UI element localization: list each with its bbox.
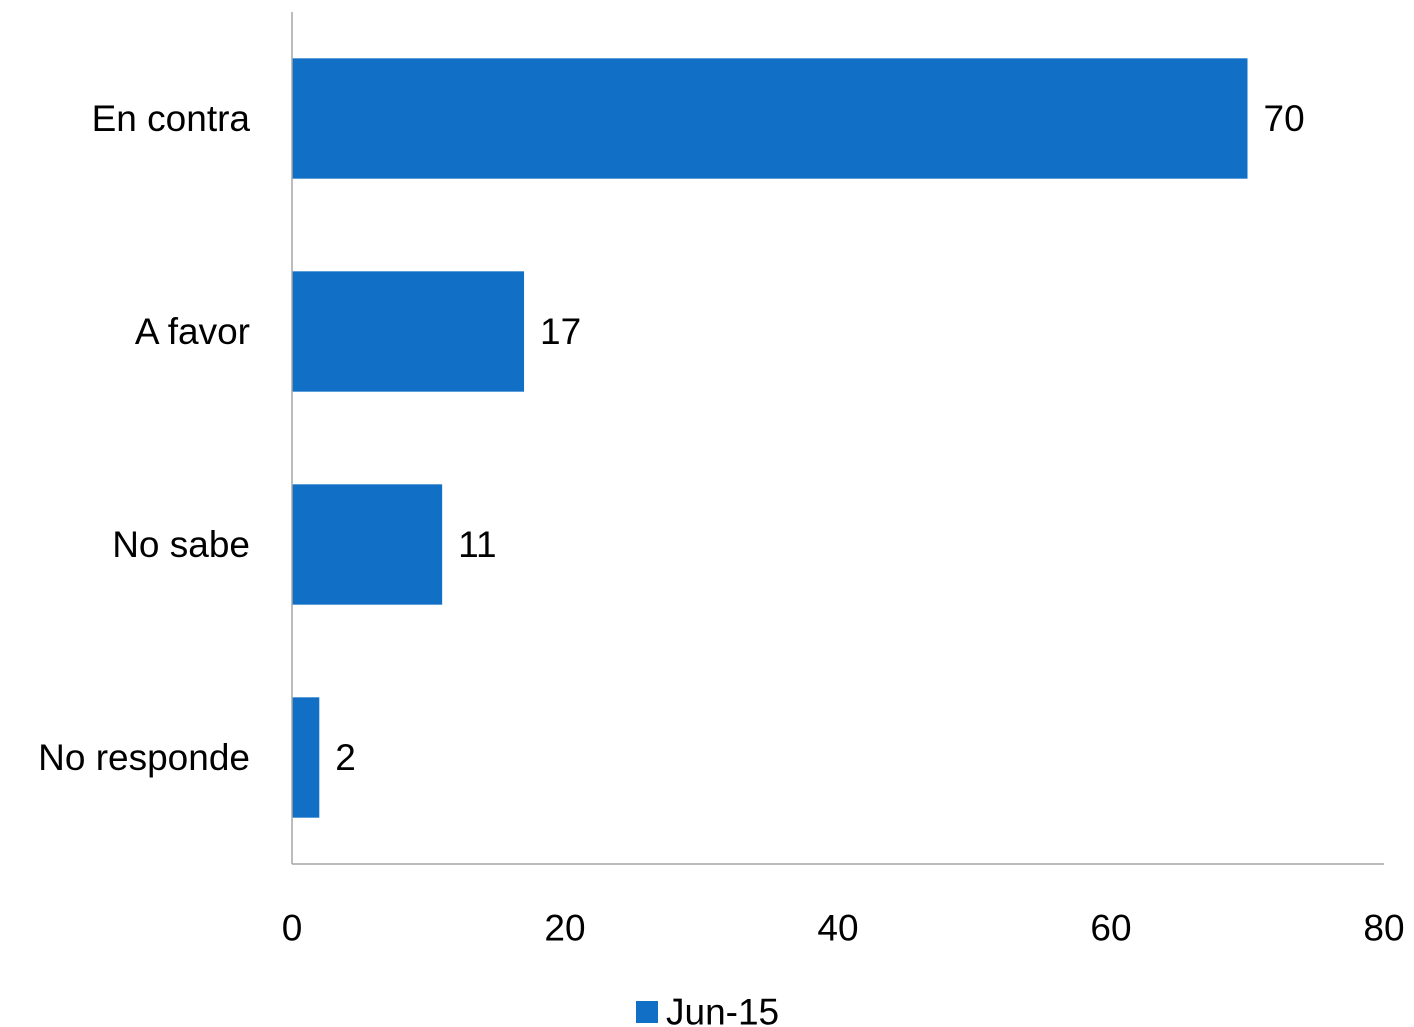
category-label-no-sabe: No sabe: [112, 524, 250, 565]
x-tick-label-20: 20: [544, 908, 585, 949]
category-label-en-contra: En contra: [92, 98, 251, 139]
x-tick-labels: 0 20 40 60 80: [282, 908, 1405, 949]
bar-en-contra: [292, 58, 1248, 179]
category-labels: En contra A favor No sabe No responde: [38, 98, 250, 778]
x-tick-label-40: 40: [817, 908, 858, 949]
data-label-en-contra: 70: [1264, 98, 1305, 139]
legend-swatch-jun-15: [636, 1001, 658, 1023]
category-label-no-responde: No responde: [38, 737, 250, 778]
category-label-a-favor: A favor: [135, 311, 250, 352]
x-tick-label-80: 80: [1363, 908, 1404, 949]
data-labels: 70 17 11 2: [335, 98, 1304, 778]
data-label-no-responde: 2: [335, 737, 356, 778]
x-tick-label-0: 0: [282, 908, 303, 949]
bar-no-responde: [292, 697, 320, 818]
bars-group: [292, 58, 1248, 818]
data-label-no-sabe: 11: [458, 524, 496, 565]
x-tick-label-60: 60: [1090, 908, 1131, 949]
legend-label-jun-15: Jun-15: [666, 992, 779, 1027]
bar-no-sabe: [292, 484, 443, 605]
bar-a-favor: [292, 271, 525, 392]
data-label-a-favor: 17: [540, 311, 581, 352]
legend: Jun-15: [636, 992, 779, 1027]
